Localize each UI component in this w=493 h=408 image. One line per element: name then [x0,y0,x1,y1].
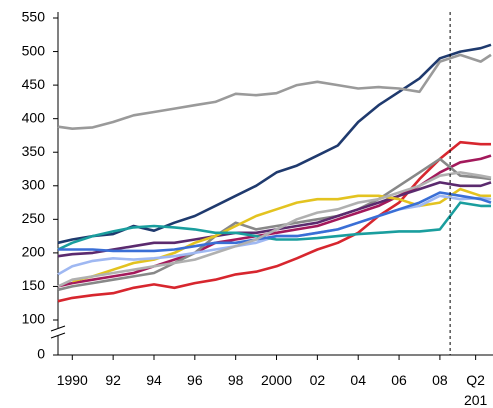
series-line [57,194,492,276]
x-tick-label: 02 [309,372,326,388]
series-line [57,53,492,130]
y-tick-label: 450 [22,76,46,92]
series-line [72,187,491,283]
y-tick-label: 150 [22,277,46,293]
axis-break-gap [50,328,66,336]
series-line [57,43,492,245]
y-tick-label: 200 [22,244,46,260]
series-line [57,181,492,258]
x-tick-label: 08 [432,372,448,388]
x-tick-label: 1990 [56,372,88,388]
y-tick-label: 400 [22,109,46,125]
y-tick-label: 350 [22,143,46,159]
x-tick-label: 06 [391,372,407,388]
series-line [57,171,492,288]
x-tick-label: Q2 201 [463,372,488,408]
x-tick-label: 92 [105,372,121,388]
x-tick-label: 2000 [260,372,293,388]
series-line [57,140,491,303]
y-tick-label: 0 [37,346,45,362]
y-tick-label: 550 [22,9,46,25]
axis-break-mark [50,325,66,332]
y-tick-label: 250 [22,210,46,226]
axis-break-mark [50,332,66,339]
series-line [57,201,491,251]
series-line [58,191,492,253]
x-tick-label: 94 [146,372,162,388]
series-line [57,157,492,292]
y-tick-label: 500 [22,42,46,58]
y-tick-label: 300 [22,176,46,192]
x-tick-label: 98 [227,372,244,388]
y-tick-label: 100 [22,311,46,327]
x-tick-label: 96 [187,372,203,388]
x-tick-label: 04 [350,372,366,388]
